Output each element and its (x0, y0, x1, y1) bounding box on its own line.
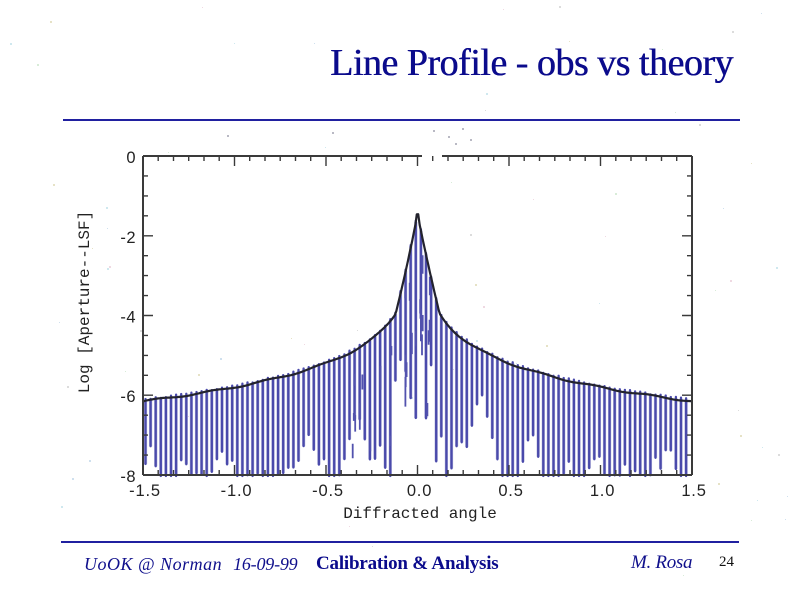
svg-text:0.0: 0.0 (407, 482, 432, 500)
svg-text:1.0: 1.0 (590, 482, 615, 500)
svg-text:-4: -4 (120, 309, 136, 327)
svg-text:-8: -8 (120, 468, 136, 486)
svg-text:0.5: 0.5 (498, 482, 523, 500)
svg-text:-0.5: -0.5 (312, 482, 344, 500)
svg-text:-2: -2 (120, 229, 136, 247)
svg-text:Log [Aperture--LSF]: Log [Aperture--LSF] (76, 211, 94, 393)
svg-text:-1.5: -1.5 (129, 482, 161, 500)
svg-text:0: 0 (126, 149, 136, 167)
svg-text:-6: -6 (120, 388, 136, 406)
svg-text:Diffracted angle: Diffracted angle (343, 505, 497, 523)
svg-text:-1.0: -1.0 (221, 482, 253, 500)
svg-text:1.5: 1.5 (681, 482, 706, 500)
